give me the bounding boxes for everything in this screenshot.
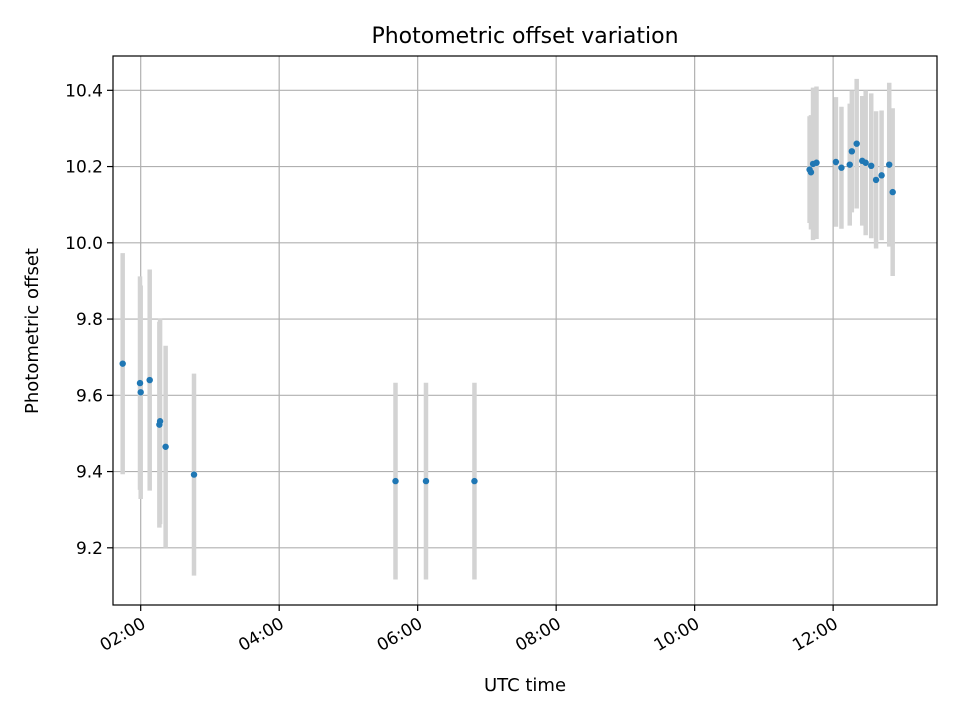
- x-tick-label: 08:00: [512, 614, 564, 656]
- y-tick-label: 10.4: [65, 81, 103, 101]
- x-tick-label: 02:00: [97, 614, 149, 656]
- y-tick-label: 9.4: [76, 463, 103, 483]
- plot-frame: [112, 55, 938, 606]
- x-tick-label: 12:00: [789, 614, 841, 656]
- chart-title: Photometric offset variation: [371, 24, 678, 49]
- data-point: [848, 148, 856, 155]
- data-point: [886, 161, 893, 168]
- data-point: [846, 161, 853, 168]
- y-tick-label: 9.2: [76, 539, 103, 559]
- data-point: [146, 376, 153, 384]
- data-point: [136, 379, 144, 387]
- data-point: [813, 159, 820, 166]
- data-point: [889, 188, 896, 196]
- data-point: [838, 164, 845, 171]
- y-tick-label: 9.6: [76, 386, 103, 406]
- data-point: [807, 169, 815, 176]
- axis-ticks: 02:00 04:00 06:00 08:00 10:00 12:00 9.2 9.4 9.6 9…: [65, 81, 841, 656]
- data-point: [190, 471, 198, 478]
- x-tick-label: 06:00: [374, 614, 426, 656]
- data-point: [137, 389, 144, 396]
- y-axis-label: Photometric offset: [22, 248, 43, 414]
- data-point: [156, 418, 164, 425]
- error-bars: [120, 78, 895, 580]
- x-axis-label: UTC time: [484, 675, 566, 696]
- y-tick-label: 10.2: [65, 158, 103, 178]
- data-point: [862, 159, 869, 166]
- y-tick-label: 9.8: [76, 310, 103, 330]
- data-point: [392, 477, 399, 485]
- data-point: [471, 477, 478, 485]
- data-point: [853, 140, 860, 147]
- x-tick-label: 04:00: [235, 614, 287, 656]
- grid: [113, 56, 937, 605]
- data-point: [872, 176, 880, 184]
- data-point: [832, 158, 840, 166]
- data-point: [162, 443, 169, 450]
- data-point: [422, 477, 430, 485]
- x-tick-label: 10:00: [651, 614, 703, 656]
- data-point: [119, 360, 126, 367]
- data-point: [868, 162, 875, 169]
- data-points: [119, 140, 896, 485]
- data-point: [878, 172, 885, 179]
- y-tick-label: 10.0: [65, 234, 103, 254]
